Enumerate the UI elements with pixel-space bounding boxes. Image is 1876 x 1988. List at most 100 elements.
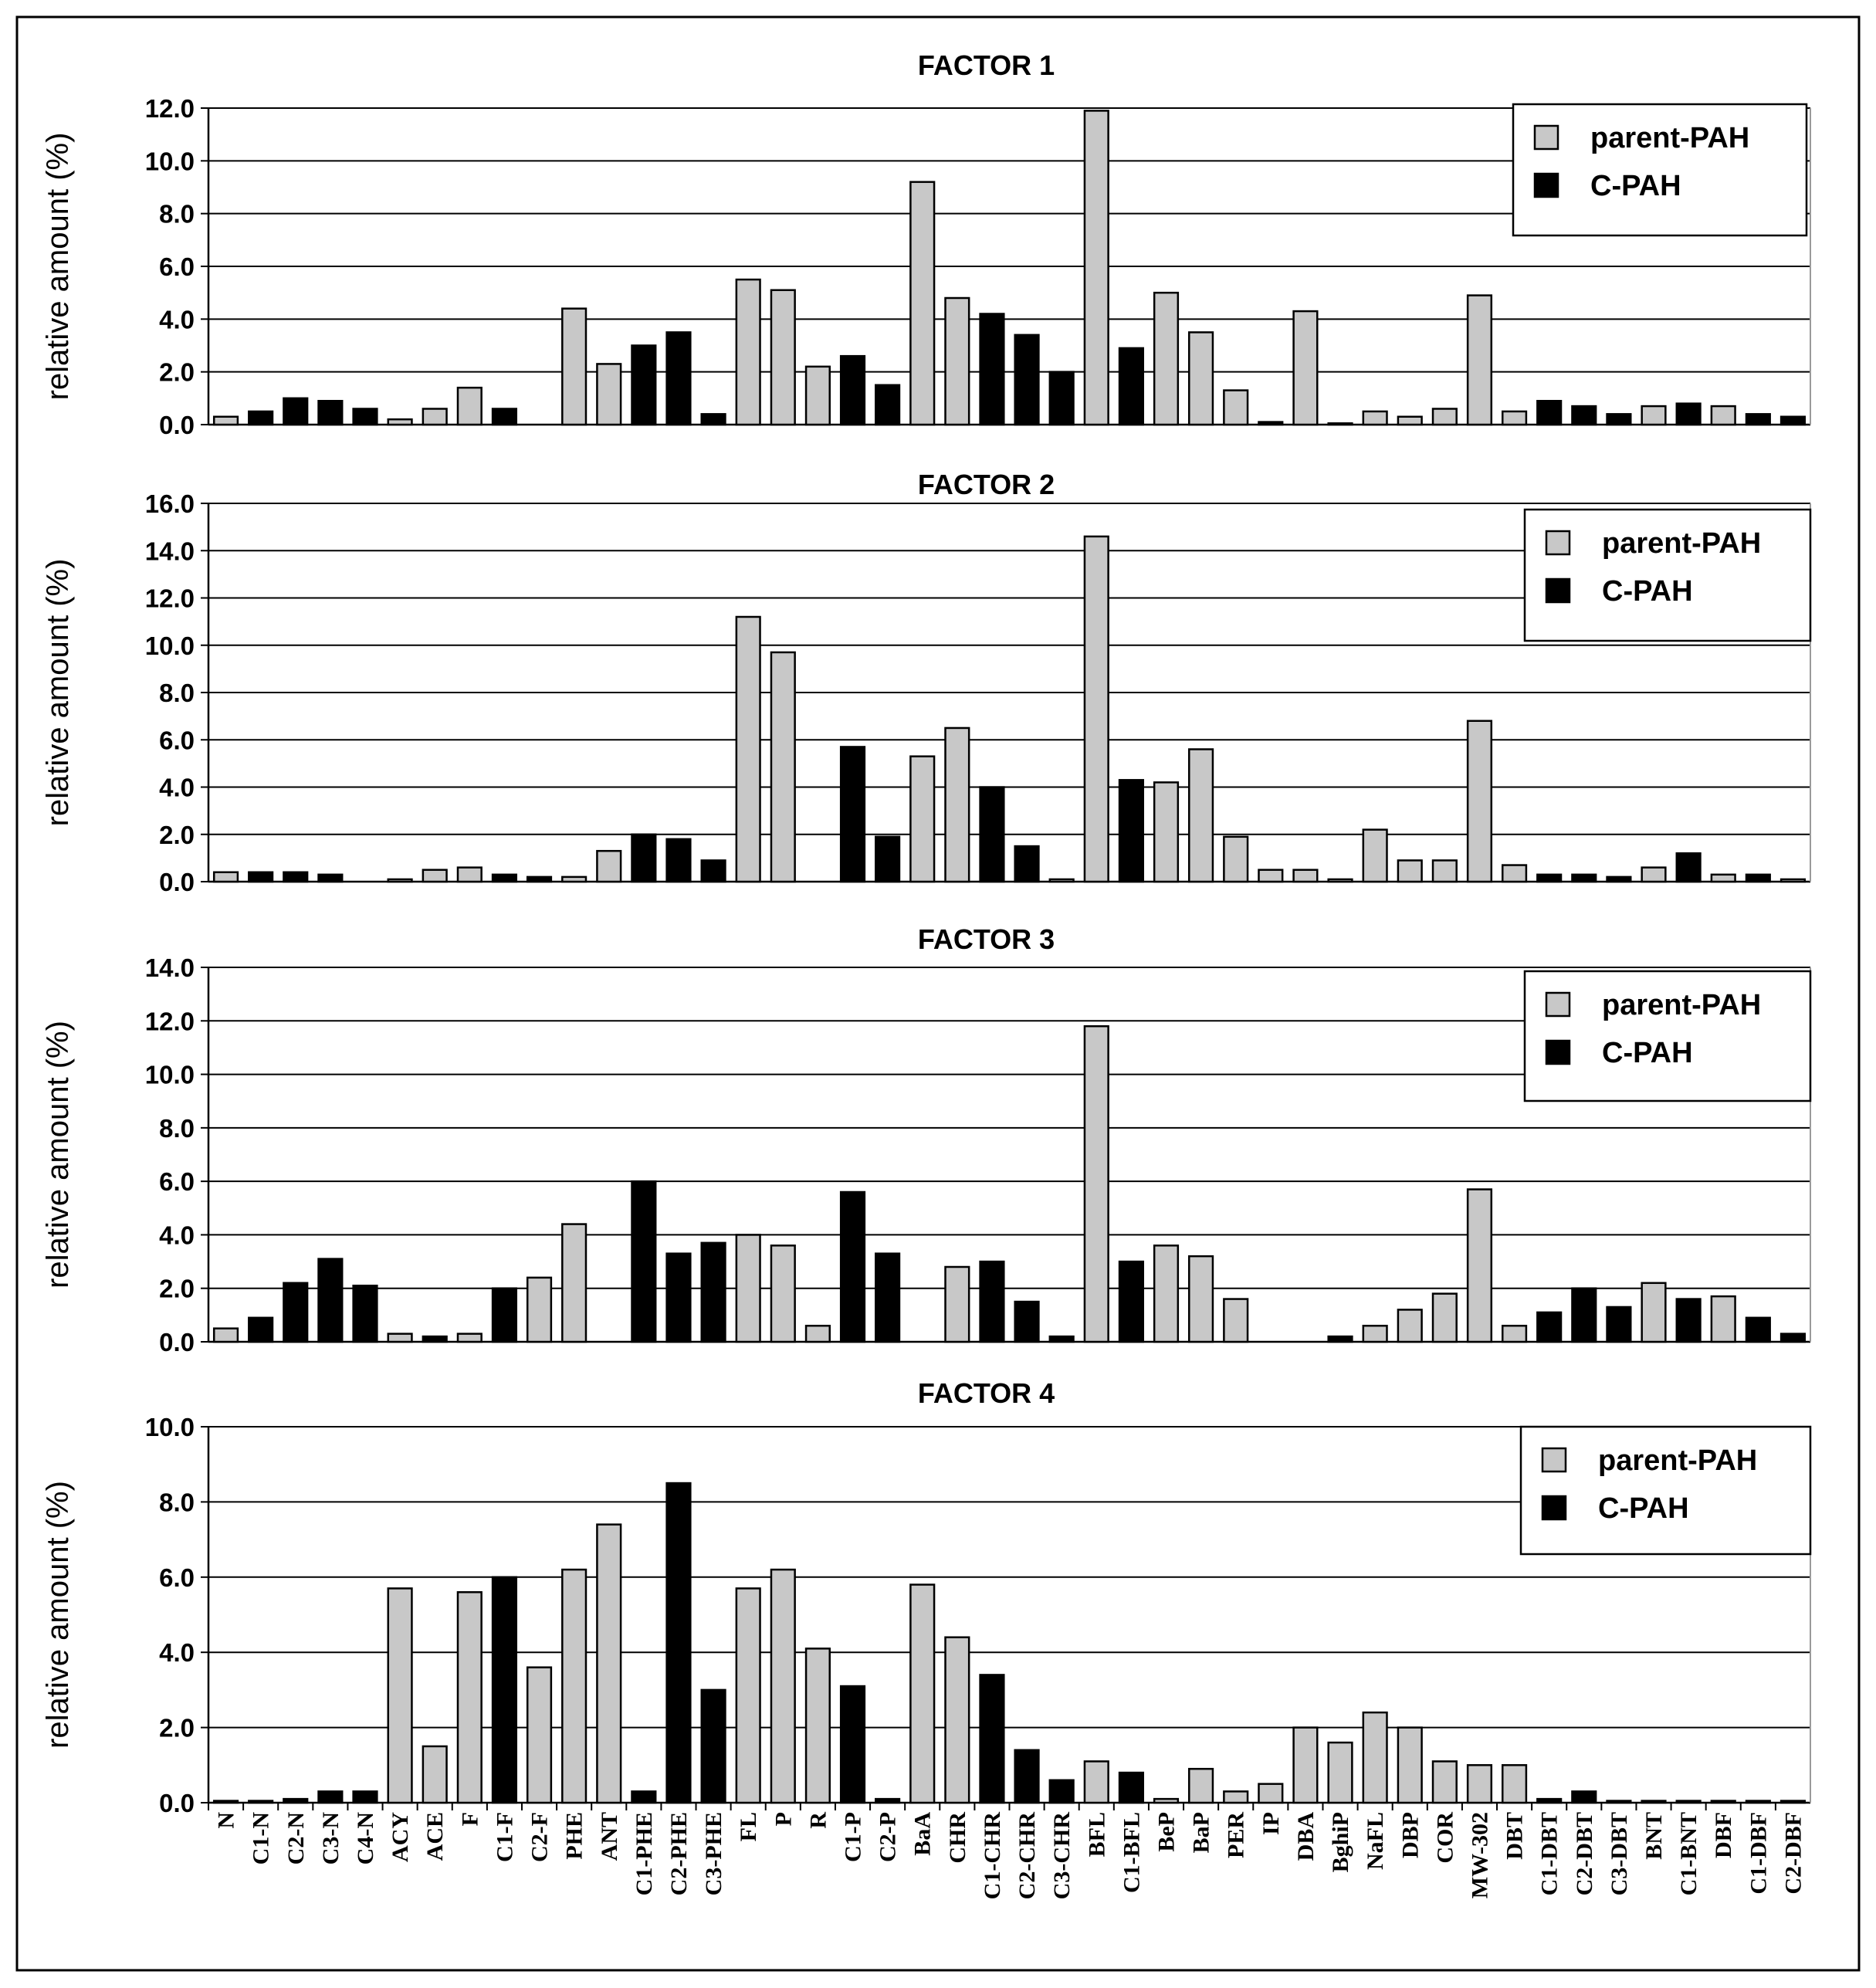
bar-c3-n bbox=[317, 1790, 344, 1804]
bar-c3-n bbox=[317, 400, 344, 426]
x-tick-label-mw-302: MW-302 bbox=[1467, 1812, 1492, 1898]
bar-per bbox=[1223, 1298, 1249, 1343]
bar-nafl bbox=[1362, 1711, 1388, 1804]
bar-c1-dbf bbox=[1745, 1316, 1771, 1343]
bar-c1-bnt bbox=[1675, 1298, 1702, 1343]
y-tick-label: 14.0 bbox=[145, 953, 195, 982]
bar-dbf bbox=[1710, 1295, 1736, 1343]
bar-c2-n bbox=[283, 1797, 309, 1804]
x-tick-label-c2-f: C2-F bbox=[527, 1812, 553, 1862]
x-tick-label-c1-chr: C1-CHR bbox=[980, 1812, 1005, 1900]
bar-bfl bbox=[1083, 110, 1109, 426]
bar-bnt bbox=[1641, 1800, 1667, 1804]
bar-ip bbox=[1258, 1783, 1284, 1804]
bar-r bbox=[804, 1324, 831, 1343]
y-tick-label: 12.0 bbox=[145, 1007, 195, 1035]
bar-c1-chr bbox=[979, 1260, 1005, 1343]
y-tick-label: 8.0 bbox=[159, 679, 195, 707]
bar-dbt bbox=[1501, 1764, 1528, 1804]
bar-bep bbox=[1153, 1245, 1180, 1343]
factor-panel-2: FACTOR 2 relative amount (%) 0.0 2.0 4.0 6.0 8… bbox=[41, 469, 1812, 896]
factor-panel-4: FACTOR 4 relative amount (%) 0.0 2.0 4.0 6.0 8… bbox=[41, 1377, 1812, 1817]
legend: parent-PAH C-PAH bbox=[1512, 103, 1808, 237]
bar-c1-n bbox=[248, 1316, 274, 1343]
bar-mw-302 bbox=[1466, 1764, 1493, 1804]
bar-c1-dbf bbox=[1745, 873, 1771, 883]
bar-acy bbox=[387, 1333, 413, 1343]
bar-fl bbox=[735, 278, 761, 426]
bar-bnt bbox=[1641, 866, 1667, 883]
bar-c1-bfl bbox=[1118, 1260, 1144, 1343]
bar-acy bbox=[387, 418, 413, 426]
bar-c1-p bbox=[839, 354, 866, 426]
bar-dbp bbox=[1397, 859, 1423, 883]
bar-c1-dbt bbox=[1536, 1311, 1563, 1343]
bar-ace bbox=[422, 1745, 448, 1804]
bar-c3-phe bbox=[700, 1688, 726, 1804]
y-tick-label: 0.0 bbox=[159, 868, 195, 896]
x-tick-label-chr: CHR bbox=[945, 1812, 970, 1864]
x-tick-label-dbp: DBP bbox=[1397, 1812, 1423, 1858]
legend-box bbox=[1523, 970, 1812, 1102]
bar-dbt bbox=[1501, 864, 1528, 883]
bar-per bbox=[1223, 389, 1249, 426]
bar-c2-dbf bbox=[1779, 878, 1807, 883]
bar-c1-n bbox=[248, 410, 274, 426]
bar-c1-n bbox=[248, 1800, 274, 1804]
bar-c2-chr bbox=[1014, 1300, 1040, 1343]
y-tick-label: 6.0 bbox=[159, 726, 195, 754]
bar-baa bbox=[909, 181, 936, 426]
x-tick-label-c1-p: C1-P bbox=[841, 1812, 866, 1862]
bar-f bbox=[456, 866, 483, 883]
x-tick-label-dbt: DBT bbox=[1502, 1812, 1528, 1860]
bar-c3-n bbox=[317, 873, 344, 883]
bar-bfl bbox=[1083, 535, 1109, 883]
bar-dba bbox=[1292, 310, 1319, 426]
bar-c2-chr bbox=[1014, 334, 1040, 426]
bar-c1-chr bbox=[979, 313, 1005, 426]
bar-fl bbox=[735, 1587, 761, 1804]
bar-c1-phe bbox=[631, 1790, 657, 1804]
bar-per bbox=[1223, 1790, 1249, 1804]
x-tick-label-c3-chr: C3-CHR bbox=[1049, 1812, 1075, 1900]
x-tick-label-c1-dbf: C1-DBF bbox=[1746, 1812, 1771, 1895]
x-tick-label-bfl: BFL bbox=[1084, 1812, 1109, 1857]
bar-fl bbox=[735, 1234, 761, 1343]
chart-title: FACTOR 1 bbox=[918, 49, 1055, 81]
bar-c3-dbt bbox=[1606, 875, 1632, 883]
bar-c3-n bbox=[317, 1258, 344, 1343]
bar-bnt bbox=[1641, 1282, 1667, 1343]
chart-title: FACTOR 2 bbox=[918, 469, 1055, 500]
bar-bap bbox=[1188, 331, 1214, 426]
bar-c3-chr bbox=[1048, 371, 1075, 426]
x-tick-label-bghip: BghiP bbox=[1328, 1812, 1353, 1872]
x-tick-label-nafl: NaFL bbox=[1363, 1812, 1388, 1870]
x-tick-label-ip: IP bbox=[1258, 1812, 1284, 1835]
bar-p bbox=[770, 1245, 796, 1343]
x-tick-label-f: F bbox=[457, 1812, 483, 1826]
bar-per bbox=[1223, 835, 1249, 883]
bar-c2-n bbox=[283, 397, 309, 426]
bar-ace bbox=[422, 1335, 448, 1343]
bar-c2-f bbox=[526, 1666, 553, 1804]
bar-ip bbox=[1258, 869, 1284, 883]
y-tick-label: 12.0 bbox=[145, 94, 195, 123]
bar-c1-dbt bbox=[1536, 1797, 1563, 1804]
bar-c3-dbt bbox=[1606, 1800, 1632, 1804]
x-tick-label-r: R bbox=[805, 1812, 831, 1829]
bar-c1-phe bbox=[631, 344, 657, 426]
y-tick-label: 0.0 bbox=[159, 1328, 195, 1356]
bar-fl bbox=[735, 615, 761, 883]
bar-phe bbox=[561, 307, 588, 426]
bar-c1-chr bbox=[979, 786, 1005, 883]
x-tick-label-c1-n: C1-N bbox=[249, 1812, 274, 1865]
bar-c2-dbt bbox=[1571, 1287, 1597, 1343]
x-tick-label-c2-dbf: C2-DBF bbox=[1780, 1812, 1806, 1895]
bar-c1-phe bbox=[631, 833, 657, 883]
x-tick-label-bep: BeP bbox=[1153, 1812, 1179, 1852]
bar-dbp bbox=[1397, 1309, 1423, 1343]
bar-nafl bbox=[1362, 828, 1388, 883]
bar-c2-phe bbox=[665, 1252, 692, 1343]
bar-c1-bnt bbox=[1675, 402, 1702, 426]
